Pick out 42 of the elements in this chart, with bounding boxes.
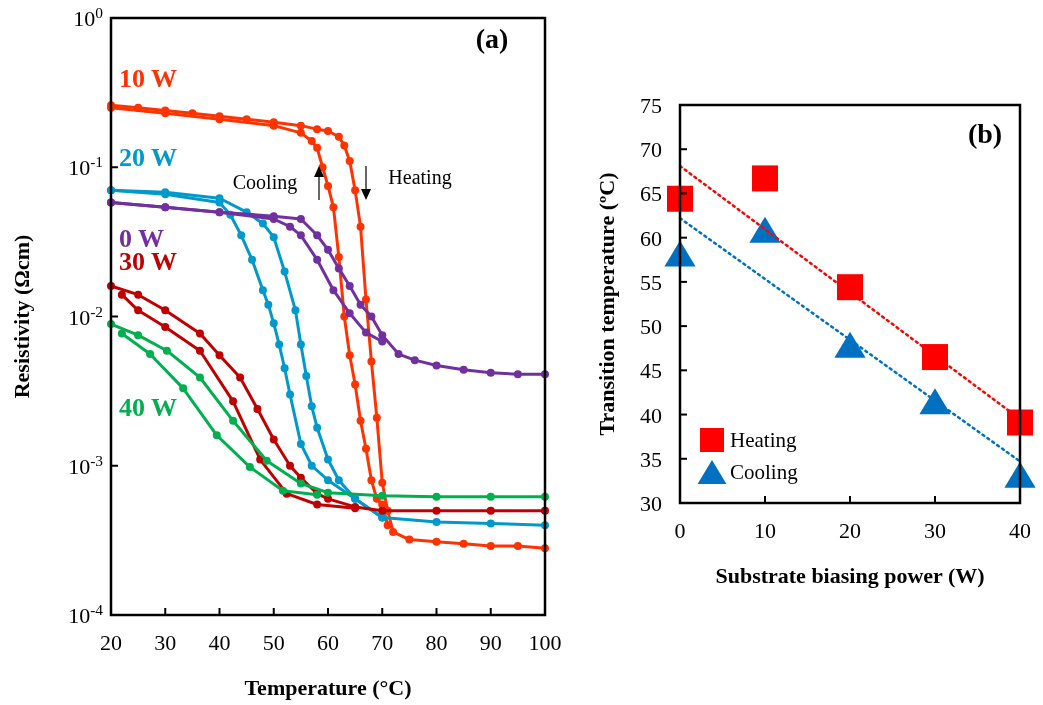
y-tick-label: 65: [640, 181, 662, 207]
x-tick-label: 90: [479, 630, 502, 655]
series-label: 10 W: [119, 64, 178, 94]
y-axis-title: Transition temperature (ºC): [594, 172, 619, 436]
x-tick-label: 30: [924, 518, 946, 543]
y-tick-label: 10$^{-2}$: [68, 302, 103, 330]
x-tick-label: 40: [1009, 518, 1031, 543]
x-tick-label: 40: [208, 630, 231, 655]
y-tick-label: 30: [640, 491, 662, 516]
y-tick-label: 10$^{0}$: [73, 3, 104, 31]
y-tick-label: 75: [640, 93, 662, 118]
y-tick-label: 35: [640, 446, 662, 472]
series-label: 20 W: [119, 143, 178, 173]
y-tick-label: 60: [640, 225, 662, 251]
x-axis-title: Substrate biasing power (W): [715, 563, 985, 588]
annotation: Heating: [388, 166, 452, 189]
series-label: 40 W: [119, 393, 178, 423]
text: (b): [967, 118, 1003, 149]
y-tick-label: 10$^{-1}$: [68, 152, 103, 181]
y-tick-label: 45: [640, 358, 662, 384]
x-tick-label: 10: [754, 518, 776, 543]
y-tick-label: 10$^{-3}$: [68, 451, 104, 479]
annotation: Cooling: [232, 171, 298, 194]
x-tick-label: 20: [839, 518, 861, 543]
x-tick-label: 80: [425, 630, 448, 655]
x-axis-title: Temperature (°C): [244, 675, 412, 700]
x-tick-label: 20: [100, 630, 122, 655]
y-tick-label: 70: [640, 137, 662, 163]
x-tick-label: 70: [371, 630, 394, 655]
x-tick-label: 0: [674, 518, 686, 543]
y-tick-label: 55: [640, 269, 662, 295]
y-tick-label: 40: [640, 402, 662, 428]
legend-label: Heating: [730, 428, 797, 452]
x-tick-label: 60: [317, 630, 339, 655]
x-tick-label: 30: [154, 630, 177, 655]
x-tick-label: 100: [528, 630, 562, 655]
y-tick-label: 50: [640, 314, 662, 340]
x-tick-label: 50: [262, 630, 285, 655]
legend-label: Cooling: [730, 460, 799, 484]
chart-title: (a): [475, 23, 509, 54]
y-axis-title: Resistivity (Ωcm): [9, 234, 34, 399]
y-tick-label: 10$^{-4}$: [68, 600, 104, 628]
